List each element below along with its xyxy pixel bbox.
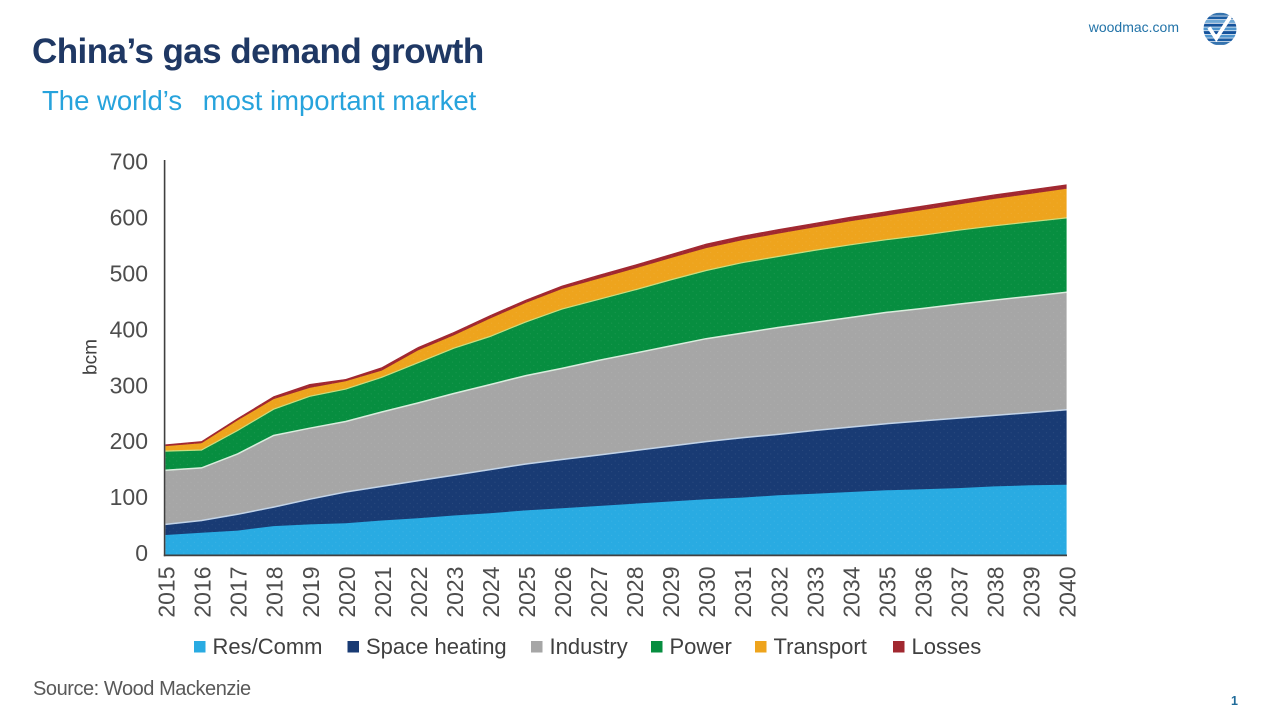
svg-text:Power: Power xyxy=(670,634,732,659)
svg-text:2018: 2018 xyxy=(262,567,288,618)
svg-text:2026: 2026 xyxy=(550,567,576,618)
svg-text:Losses: Losses xyxy=(912,634,982,659)
svg-text:2020: 2020 xyxy=(334,567,360,618)
svg-text:2023: 2023 xyxy=(442,567,468,618)
svg-text:0: 0 xyxy=(135,540,148,566)
svg-text:2034: 2034 xyxy=(838,566,864,617)
svg-text:500: 500 xyxy=(110,260,148,286)
svg-text:2016: 2016 xyxy=(190,567,216,618)
svg-text:2019: 2019 xyxy=(298,567,324,618)
svg-text:2040: 2040 xyxy=(1055,567,1081,618)
svg-text:400: 400 xyxy=(110,316,148,342)
svg-text:2030: 2030 xyxy=(694,567,720,618)
svg-text:200: 200 xyxy=(110,428,148,454)
svg-text:2035: 2035 xyxy=(874,567,900,618)
svg-text:2021: 2021 xyxy=(370,567,396,618)
svg-text:Space heating: Space heating xyxy=(366,634,507,659)
svg-text:2015: 2015 xyxy=(154,567,180,618)
svg-text:Res/Comm: Res/Comm xyxy=(213,634,323,659)
svg-text:2027: 2027 xyxy=(586,567,612,618)
svg-text:2039: 2039 xyxy=(1019,567,1045,618)
svg-text:100: 100 xyxy=(110,484,148,510)
svg-text:2032: 2032 xyxy=(766,567,792,618)
svg-text:2022: 2022 xyxy=(406,567,432,618)
svg-text:2033: 2033 xyxy=(802,567,828,618)
svg-text:2038: 2038 xyxy=(982,567,1008,618)
svg-text:700: 700 xyxy=(110,149,148,175)
svg-text:2025: 2025 xyxy=(514,567,540,618)
svg-text:300: 300 xyxy=(110,372,148,398)
svg-text:2031: 2031 xyxy=(730,567,756,618)
svg-text:2028: 2028 xyxy=(622,567,648,618)
svg-text:2037: 2037 xyxy=(946,567,972,618)
svg-text:Transport: Transport xyxy=(774,634,867,659)
svg-text:bcm: bcm xyxy=(81,339,102,375)
svg-text:2024: 2024 xyxy=(478,566,504,617)
svg-text:2029: 2029 xyxy=(658,567,684,618)
svg-text:Industry: Industry xyxy=(550,634,628,659)
svg-text:2036: 2036 xyxy=(910,567,936,618)
svg-text:2017: 2017 xyxy=(226,567,252,618)
svg-text:600: 600 xyxy=(110,204,148,230)
